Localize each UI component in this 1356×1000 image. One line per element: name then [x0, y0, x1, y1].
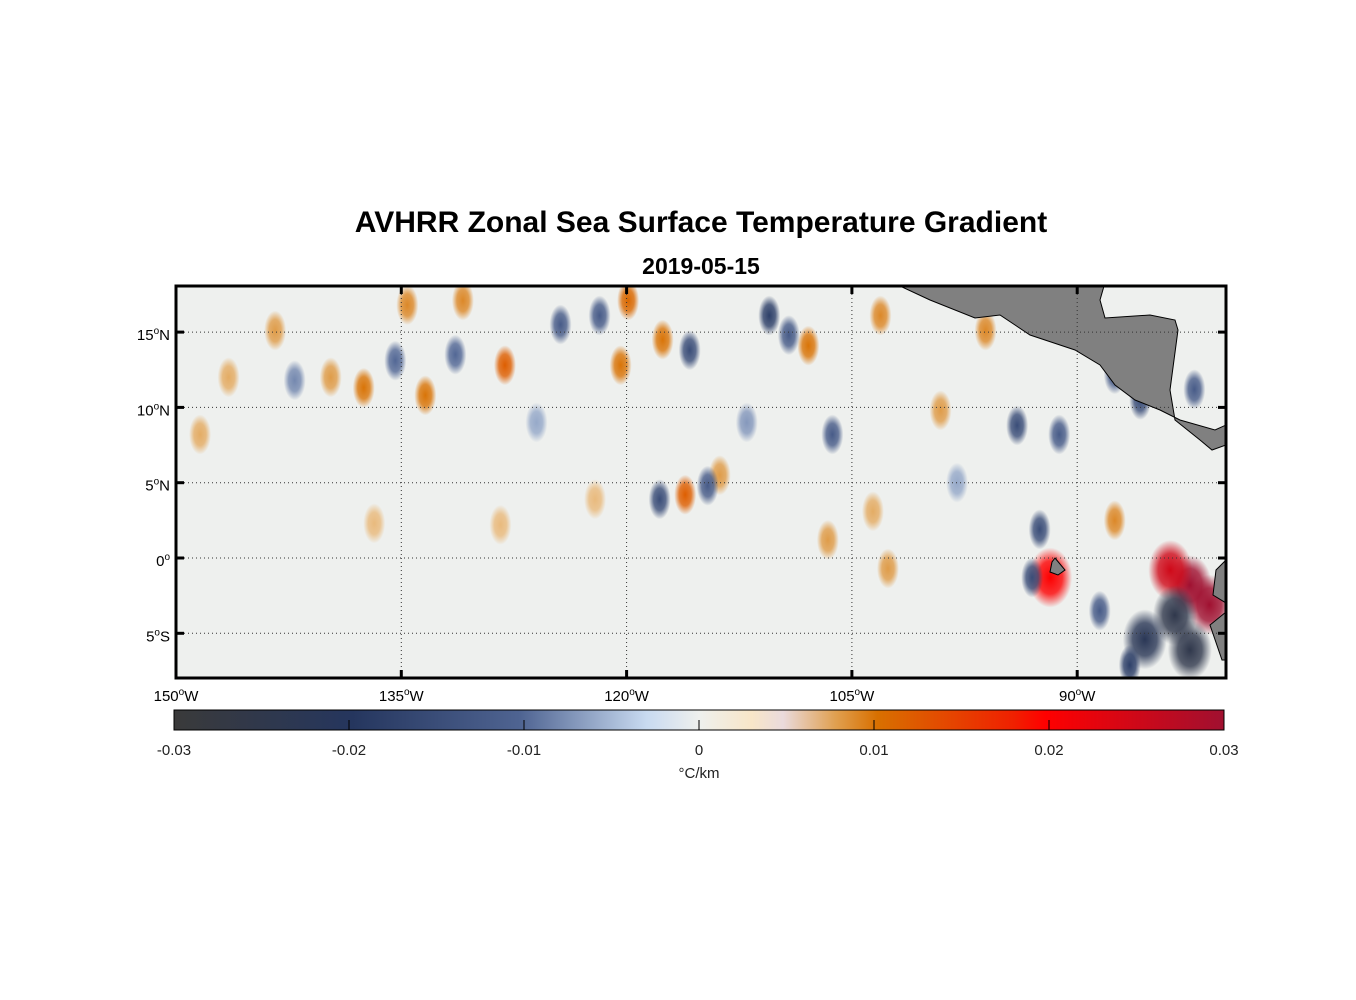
gradient-feature: [797, 325, 820, 366]
colorbar-tick-label: 0.01: [859, 742, 888, 759]
colorbar-tick-label: 0.02: [1034, 742, 1063, 759]
gradient-feature: [946, 462, 969, 503]
gradient-feature: [444, 334, 467, 375]
gradient-feature: [549, 304, 572, 345]
gradient-feature: [451, 286, 474, 321]
land-south-america: [1209, 559, 1226, 661]
x-tick-label: 90oW: [1059, 687, 1096, 705]
gradient-feature: [735, 402, 758, 443]
gradient-feature: [319, 357, 342, 398]
gradient-feature: [777, 315, 800, 356]
land: [899, 286, 1226, 661]
x-tick-label: 105oW: [830, 687, 876, 705]
gradient-feature: [861, 491, 884, 532]
gradient-feature: [1048, 414, 1071, 455]
land-galapagos: [1049, 557, 1066, 576]
y-tick-label: 15oN: [137, 326, 170, 344]
colorbar-tick-label: 0: [695, 742, 703, 759]
graticule: [176, 286, 1226, 678]
gradient-feature: [674, 474, 697, 515]
y-tick-label: 5oS: [146, 627, 170, 645]
gradient-feature: [363, 503, 386, 544]
colorbar-tick-label: 0.03: [1209, 742, 1238, 759]
gradient-feature: [876, 548, 899, 589]
gradient-field: [189, 286, 1226, 678]
x-tick-label: 120oW: [604, 687, 650, 705]
y-tick-label: 10oN: [137, 401, 170, 419]
colorbar-ticks: -0.03 -0.02 -0.01 0 0.01 0.02 0.03: [157, 720, 1239, 759]
colorbar-tick-label: -0.03: [157, 742, 191, 759]
y-tick-label: 0o: [156, 552, 170, 570]
gradient-feature: [758, 295, 781, 336]
colorbar-tick-label: -0.02: [332, 742, 366, 759]
gradient-feature: [648, 479, 671, 520]
gradient-feature: [264, 310, 287, 351]
gradient-feature: [493, 345, 516, 386]
x-tick-label: 135oW: [379, 687, 425, 705]
land-central-america: [899, 286, 1226, 451]
chart-title: AVHRR Zonal Sea Surface Temperature Grad…: [354, 206, 1048, 239]
gradient-feature: [1021, 557, 1044, 598]
gradient-feature: [696, 465, 719, 506]
gradient-feature: [489, 504, 512, 545]
gradient-feature: [929, 390, 952, 431]
gradient-feature: [617, 286, 640, 321]
gradient-feature: [584, 479, 607, 520]
gradient-feature: [283, 360, 306, 401]
gradient-feature: [1088, 590, 1111, 631]
axis-ticks: 150oW 135oW 120oW 105oW 90oW 15oN 10oN 5oN 0o 5oS: [137, 286, 1226, 705]
gradient-feature: [869, 295, 892, 336]
gradient-feature: [1028, 509, 1051, 550]
gradient-feature: [525, 402, 548, 443]
gradient-feature: [1006, 405, 1029, 446]
gradient-feature: [1103, 500, 1126, 541]
gradient-feature: [396, 286, 419, 325]
colorbar-tick-label: -0.01: [507, 742, 541, 759]
gradient-feature: [651, 319, 674, 360]
gradient-feature: [1183, 369, 1206, 410]
gradient-feature: [414, 375, 437, 416]
gradient-feature: [384, 340, 407, 381]
gradient-feature: [609, 345, 632, 386]
chart-subtitle: 2019-05-15: [642, 253, 760, 279]
gradient-feature: [217, 357, 240, 398]
gradient-feature: [974, 310, 997, 351]
gradient-feature: [189, 414, 212, 455]
gradient-feature: [1118, 644, 1141, 678]
gradient-feature: [1167, 619, 1212, 678]
gradient-feature: [821, 414, 844, 455]
gradient-feature: [816, 519, 839, 560]
gradient-feature: [678, 330, 701, 371]
y-tick-label: 5oN: [145, 477, 170, 495]
colorbar-label: °C/km: [679, 765, 720, 782]
x-tick-label: 150oW: [154, 687, 200, 705]
gradient-feature: [352, 367, 375, 408]
gradient-feature: [1148, 540, 1193, 601]
gradient-feature: [588, 295, 611, 336]
